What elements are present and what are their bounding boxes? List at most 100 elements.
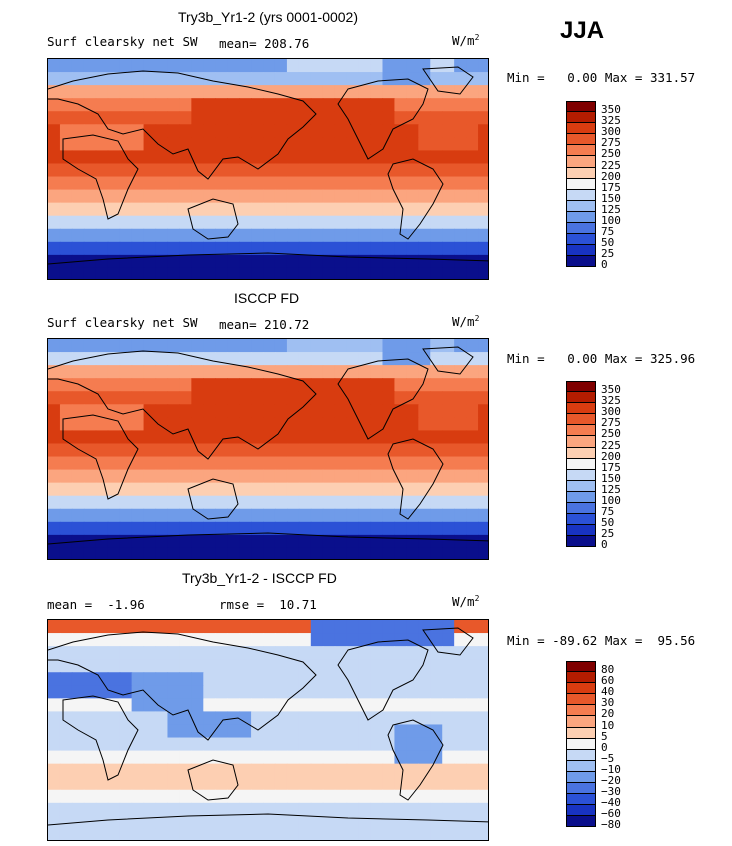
map-cell [286,763,300,778]
map-cell [179,495,192,510]
map-cell [406,685,419,699]
map-cell [59,737,73,752]
map-cell [442,815,455,830]
map-cell [346,378,360,392]
colorbar-swatch [566,245,596,257]
map-cell [83,672,97,686]
colorbar-swatch [566,223,596,235]
map-cell [346,352,360,366]
map-cell [286,241,300,256]
map-cell [454,711,467,726]
map-cell [358,163,372,178]
map-cell [155,365,169,379]
map-cell [167,176,181,191]
map-cell [191,391,204,405]
map-cell [274,391,288,405]
map-cell [179,698,192,713]
map-cell [71,228,85,243]
map-cell [71,163,85,178]
map-cell [48,215,61,230]
map-cell [430,659,443,673]
map-cell [155,763,169,778]
map-cell [179,776,192,791]
map-cell [48,352,61,366]
colorbar-swatch [566,694,596,706]
coastline [62,134,139,220]
map-cell [48,815,61,830]
map-cell [155,98,169,112]
map-cell [346,137,360,152]
map-cell [203,339,216,353]
colorbar-swatch [566,738,596,750]
map-cell [322,534,336,549]
map-cell [394,724,407,739]
map-cell [298,469,312,484]
map-cell [466,828,479,840]
map-cell [143,176,157,191]
map-cell [334,98,348,112]
map-cell [274,163,288,178]
map-cell [322,711,336,726]
map-cell [322,815,336,830]
map-cell [239,685,252,699]
map-cell [239,163,252,178]
map-cell [358,215,372,230]
map-cell [334,430,348,445]
map-cell [143,98,157,112]
map-cell [478,469,488,484]
map-cell [143,789,157,804]
map-cell [418,228,431,243]
map-cell [418,352,431,366]
map-cell [59,228,73,243]
map-cell [478,365,488,379]
map-cell [310,456,324,471]
map-cell [203,534,216,549]
map-cell [298,137,312,152]
map-cell [310,672,324,686]
map-cell [310,267,324,279]
map-cell [358,469,372,484]
coastline [48,813,488,826]
map-cell [239,378,252,392]
map-cell [370,215,384,230]
colorbar-tick-label: 175 [601,180,621,194]
map-cell [251,828,264,840]
map-cell [334,163,348,178]
map-cell [179,482,192,497]
map-cell [48,228,61,243]
panel-2-title: ISCCP FD [234,290,300,306]
map-cell [310,378,324,392]
map-cell [95,646,109,660]
map-cell [358,241,372,256]
map-cell [263,189,276,204]
map-cell [119,763,133,778]
map-cell [298,417,312,432]
map-cell [83,802,97,817]
map-cell [298,534,312,549]
map-cell [71,339,85,353]
map-cell [71,59,85,73]
map-cell [251,646,264,660]
map-cell [215,802,228,817]
colorbar-tick-label: 0 [601,258,608,272]
map-cell [334,111,348,125]
colorbar-swatch [566,167,596,179]
map-cell [310,150,324,165]
map-cell [346,508,360,523]
map-cell [191,339,204,353]
map-cell [370,620,384,634]
map-cell [251,802,264,817]
colorbar-swatch [566,178,596,190]
map-cell [107,711,121,726]
map-cell [131,176,145,191]
map-cell [227,352,240,366]
map-cell [119,85,133,99]
map-cell [227,124,240,138]
map-cell [370,802,384,817]
map-cell [83,776,97,791]
map-cell [394,750,407,765]
colorbar-tick-label: −60 [601,807,621,821]
map-cell [286,215,300,230]
map-cell [227,802,240,817]
map-cell [179,711,192,726]
